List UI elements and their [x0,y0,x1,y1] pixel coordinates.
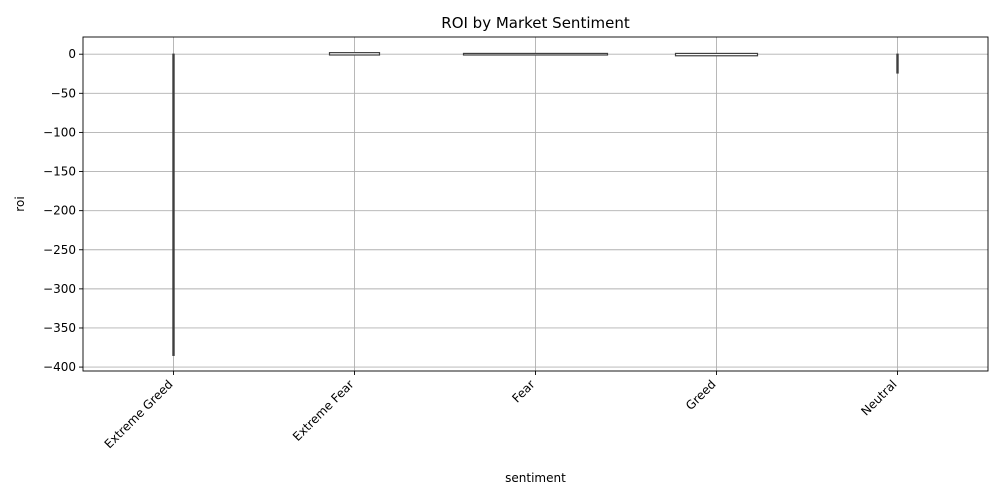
y-tick-label: −50 [51,86,76,100]
x-tick-label: Neutral [858,377,899,418]
x-tick-label: Extreme Greed [102,377,176,451]
y-tick-label: −300 [43,282,76,296]
violin-neutral [896,53,899,74]
y-axis-label: roi [13,196,27,211]
violin-greed [674,52,759,57]
violin-layer [172,52,899,356]
y-tick-label: −400 [43,360,76,374]
y-tick-label: −250 [43,243,76,257]
tick-layer: 0 −50 −100 −150 −200 −250 −300 −350 −400 Extreme … [43,47,900,451]
violin-extreme-greed [172,53,175,356]
chart-title: ROI by Market Sentiment [441,14,630,32]
y-tick-label: −200 [43,204,76,218]
y-tick-label: 0 [68,47,76,61]
y-tick-label: −350 [43,321,76,335]
x-tick-label: Extreme Fear [290,377,357,444]
violin-extreme-fear [328,52,381,56]
x-tick-label: Greed [683,377,719,413]
y-tick-label: −100 [43,125,76,139]
grid-layer [83,37,988,371]
violin-fear [462,52,609,56]
x-axis-label: sentiment [505,471,566,485]
x-tick-label: Fear [509,377,537,405]
y-tick-label: −150 [43,165,76,179]
